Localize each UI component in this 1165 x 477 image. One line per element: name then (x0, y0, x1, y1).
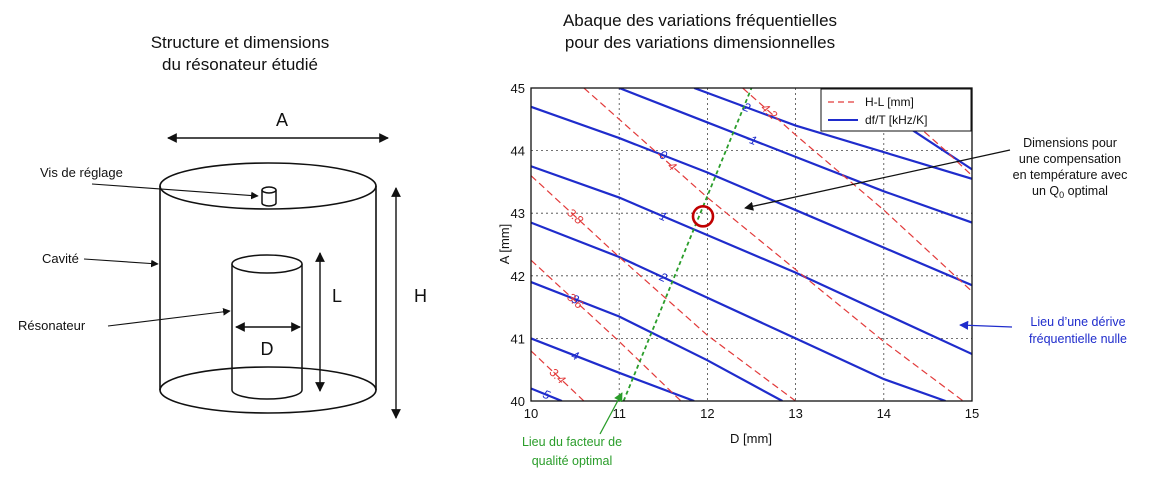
contour-dft-label: 4 (569, 348, 581, 364)
contour-dft-label: -2 (737, 98, 752, 115)
contour-dft (618, 88, 972, 224)
contour-dft-label: -1 (744, 131, 759, 148)
cavity-pointer (83, 258, 159, 268)
q-optimal-pointer (599, 392, 623, 435)
right-title-line2: pour des variations dimensionnelles (564, 33, 836, 52)
contour-dft (693, 88, 972, 180)
label-h: H (414, 286, 427, 306)
legend-label-dft: df/T [kHz/K] (865, 113, 927, 127)
grid-lines (531, 88, 972, 401)
zero-drift-pointer (959, 320, 1013, 330)
annotation-zero-drift: Lieu d’une dérive fréquentielle nulle (1029, 315, 1127, 346)
y-tick-label: 44 (511, 144, 525, 159)
plot-frame (530, 87, 973, 402)
contour-dft (531, 221, 946, 401)
right-panel-title: Abaque des variations fréquentielles pou… (520, 10, 880, 54)
x-tick-label: 15 (965, 406, 979, 421)
resonator-cylinder (231, 254, 303, 400)
x-ticks: 10 11 12 13 14 15 (524, 406, 979, 421)
contour-hl (531, 175, 796, 401)
contour-dft (531, 281, 783, 401)
right-title-line1: Abaque des variations fréquentielles (562, 11, 838, 30)
y-tick-label: 40 (511, 394, 525, 409)
q-optimal-line (622, 88, 753, 401)
legend-label-hl: H-L [mm] (865, 95, 914, 109)
y-axis-label: A [mm] (497, 224, 512, 264)
contour-dft (531, 105, 972, 287)
legend: H-L [mm] df/T [kHz/K] (820, 88, 972, 132)
x-tick-label: 10 (524, 406, 538, 421)
annotation-q-prefix: un Q (1032, 184, 1059, 198)
legend-box (820, 88, 972, 132)
y-tick-label: 42 (511, 269, 525, 284)
contour-hl (531, 259, 682, 401)
y-tick-label: 45 (511, 81, 525, 96)
label-tuning-screw: Vis de réglage (40, 165, 123, 180)
contour-dft-label: 1 (657, 209, 669, 225)
annotation-q-optimal: Lieu du facteur de qualité optimal (522, 435, 622, 468)
x-axis-label: D [mm] (730, 431, 772, 446)
tuning-screw-pointer (91, 183, 259, 200)
contour-dft (531, 165, 972, 356)
annotation-optimum-line2: une compensation (1019, 152, 1121, 166)
tuning-screw (261, 186, 277, 207)
annotation-optimum: Dimensions pour une compensation en temp… (1013, 136, 1128, 200)
label-d: D (261, 339, 274, 359)
annotation-optimum-line4: un Q0 optimal (1032, 184, 1108, 200)
y-tick-label: 43 (511, 206, 525, 221)
contour-hl (531, 350, 585, 401)
resonator-pointer (107, 308, 231, 327)
contour-dft-label: 0 (658, 148, 670, 164)
annotation-optimum-line3: en température avec (1013, 168, 1128, 182)
label-cavity: Cavité (42, 251, 79, 266)
left-title-line1: Structure et dimensions (150, 33, 330, 52)
cavity-cylinder (159, 162, 377, 414)
optimum-pointer (744, 149, 1011, 211)
annotation-q-sub: 0 (1059, 190, 1064, 200)
left-title-line2: du résonateur étudié (162, 55, 318, 74)
label-l: L (332, 286, 342, 306)
contour-dft-label: 3 (569, 292, 581, 308)
y-ticks: 40 41 42 43 44 45 (511, 81, 525, 409)
left-panel-title: Structure et dimensions du résonateur ét… (90, 32, 390, 76)
annotation-q-optimal-line2: qualité optimal (532, 454, 613, 468)
contour-hl (583, 88, 964, 401)
x-tick-label: 11 (612, 406, 626, 421)
label-a: A (276, 110, 288, 130)
contour-dft (531, 387, 563, 401)
annotation-optimum-line1: Dimensions pour (1023, 136, 1117, 150)
resonator-diagram: A H L D Vis de réglage Cavité Résonateur (18, 110, 427, 419)
x-tick-label: 13 (788, 406, 802, 421)
x-tick-label: 12 (700, 406, 714, 421)
y-tick-label: 41 (511, 331, 525, 346)
contour-hl (874, 88, 972, 177)
annotation-zero-drift-line2: fréquentielle nulle (1029, 332, 1127, 346)
contour-dft (531, 337, 695, 401)
annotation-q-optimal-line1: Lieu du facteur de (522, 435, 622, 449)
contour-dft-label: 5 (541, 387, 553, 403)
x-tick-label: 14 (877, 406, 891, 421)
contour-hl (742, 88, 972, 292)
annotation-zero-drift-line1: Lieu d’une dérive (1030, 315, 1125, 329)
annotation-q-suffix: optimal (1064, 184, 1108, 198)
label-resonator: Résonateur (18, 318, 86, 333)
optimum-point-marker (691, 205, 715, 228)
